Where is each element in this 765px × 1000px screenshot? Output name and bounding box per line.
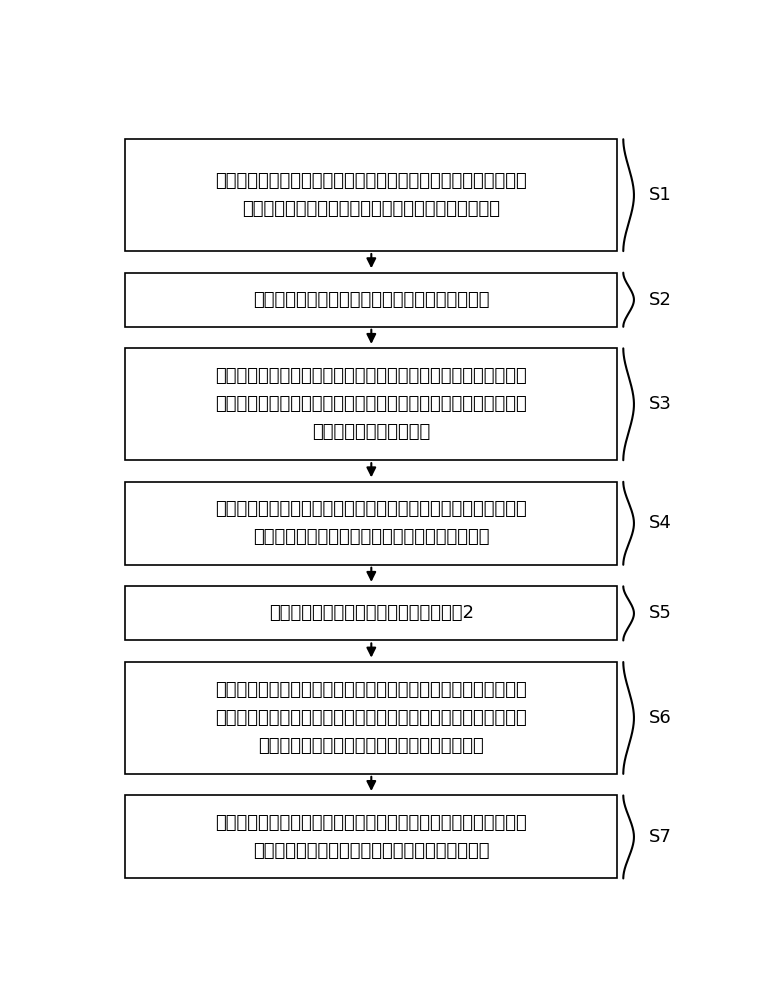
Text: S4: S4 [649, 514, 672, 532]
FancyBboxPatch shape [125, 139, 617, 251]
Text: S1: S1 [649, 186, 672, 204]
Text: 将含有多温度段温敏示踪剂的第二回灌水通过注入端持续注入岩心
模型以驱替地层水，同时录制第二回灌水在岩心模型内的第二流动
过程视频，其中第二回灌水的温度低于预设温: 将含有多温度段温敏示踪剂的第二回灌水通过注入端持续注入岩心 模型以驱替地层水，同… [216, 681, 527, 755]
Text: 基于第一流动过程视频通过图像处理分析第一回灌水在岩心模型中
的波及面积、第一回灌水前缘突破时间和突破速度: 基于第一流动过程视频通过图像处理分析第一回灌水在岩心模型中 的波及面积、第一回灌… [216, 500, 527, 546]
Text: S3: S3 [649, 395, 672, 413]
Text: 将岩心模型抽真空并饱和地层水后加热至预设温度: 将岩心模型抽真空并饱和地层水后加热至预设温度 [253, 291, 490, 309]
Text: 提供岩心模型，岩心模型透明且内部具有互相连通的孔隙吼道和裂
缝，岩心模型设有与孔隙吼道连通的注入端和流出端；: 提供岩心模型，岩心模型透明且内部具有互相连通的孔隙吼道和裂 缝，岩心模型设有与孔… [216, 172, 527, 218]
FancyBboxPatch shape [125, 586, 617, 640]
Text: 排出岩心模型中的第一回灌水并重复步骤2: 排出岩心模型中的第一回灌水并重复步骤2 [269, 604, 474, 622]
Text: 基于第二流动过程视频中第二回灌水在岩心模型内不同区域的颜色
变化，通过图像处理分析第二回灌水的温度场变化: 基于第二流动过程视频中第二回灌水在岩心模型内不同区域的颜色 变化，通过图像处理分… [216, 814, 527, 860]
Text: S6: S6 [649, 709, 672, 727]
Text: 将含有染色示踪剂的第一回灌水通过注入端持续注入岩心模型以驱
替地层水，同时录制第一回灌水的第一流动过程视频，其中第一回
灌水的温度低于预设温度: 将含有染色示踪剂的第一回灌水通过注入端持续注入岩心模型以驱 替地层水，同时录制第… [216, 367, 527, 441]
FancyBboxPatch shape [125, 795, 617, 878]
Text: S7: S7 [649, 828, 672, 846]
FancyBboxPatch shape [125, 482, 617, 565]
FancyBboxPatch shape [125, 662, 617, 774]
Text: S5: S5 [649, 604, 672, 622]
FancyBboxPatch shape [125, 273, 617, 327]
FancyBboxPatch shape [125, 348, 617, 460]
Text: S2: S2 [649, 291, 672, 309]
